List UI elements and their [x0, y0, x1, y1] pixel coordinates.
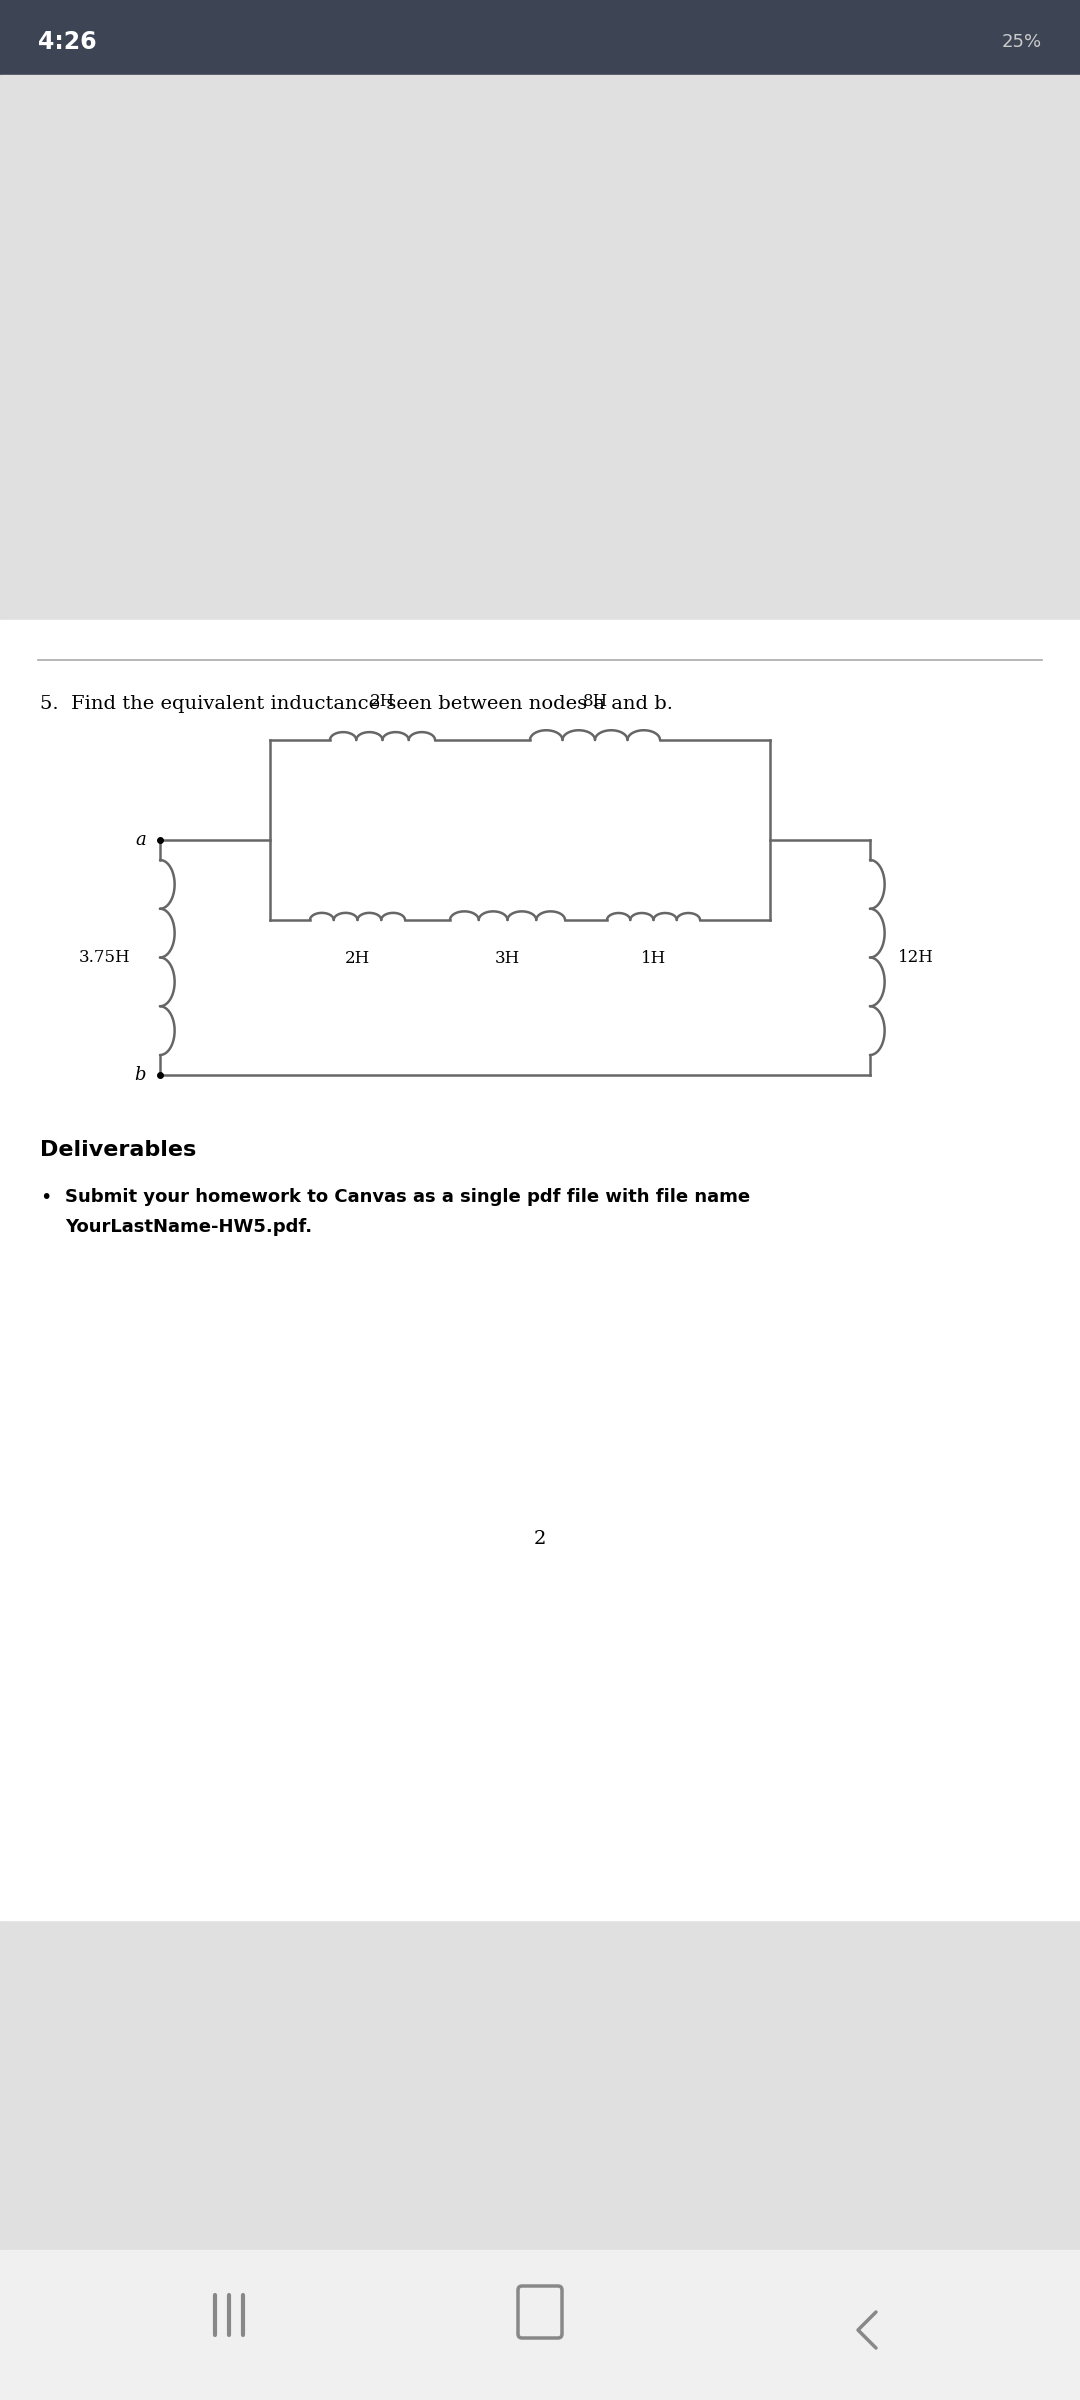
Text: 3H: 3H: [495, 950, 521, 967]
Text: 2H: 2H: [345, 950, 370, 967]
Text: Deliverables: Deliverables: [40, 1140, 197, 1159]
Text: 5.  Find the equivalent inductance seen between nodes a and b.: 5. Find the equivalent inductance seen b…: [40, 696, 673, 713]
Text: 3.75H: 3.75H: [79, 948, 130, 965]
Text: •: •: [40, 1188, 52, 1207]
Text: 2: 2: [534, 1531, 546, 1548]
Text: Submit your homework to Canvas as a single pdf file with file name: Submit your homework to Canvas as a sing…: [65, 1188, 751, 1205]
Bar: [0, 74, 1080, 619]
Text: b: b: [135, 1066, 146, 1085]
Text: 8H: 8H: [582, 694, 608, 710]
Text: 1H: 1H: [640, 950, 666, 967]
Text: 4:26: 4:26: [38, 29, 96, 53]
Text: 12H: 12H: [897, 948, 934, 965]
Text: 25%: 25%: [1002, 34, 1042, 50]
Bar: [0, 2251, 1080, 2400]
Text: YourLastName-HW5.pdf.: YourLastName-HW5.pdf.: [65, 1217, 312, 1236]
Text: a: a: [135, 830, 146, 850]
Bar: [0, 1920, 1080, 2251]
Bar: [0, 619, 1080, 1920]
Text: 2H: 2H: [369, 694, 395, 710]
Bar: [0, 0, 1080, 74]
